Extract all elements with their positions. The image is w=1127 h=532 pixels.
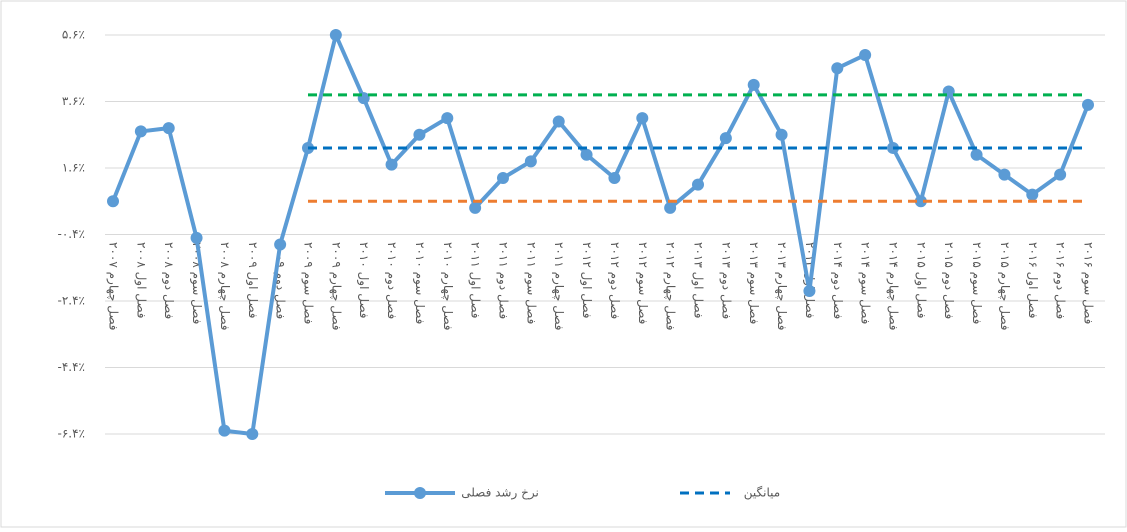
- point: [162, 122, 175, 135]
- x-tick-label: فصل اول ۲۰۱۳: [691, 242, 706, 319]
- series-line: [111, 28, 1090, 437]
- x-tick-label: فصل اول ۲۰۱۱: [468, 242, 483, 318]
- x-tick-label: فصل سوم ۲۰۱۳: [746, 242, 761, 324]
- x-tick-label: فصل چهارم ۲۰۱۵: [997, 242, 1012, 330]
- x-tick-label: فصل اول ۲۰۰۹: [245, 242, 260, 319]
- x-tick-label: فصل اول ۲۰۱۲: [579, 242, 594, 319]
- x-tick-label: فصل چهارم ۲۰۰۹: [328, 242, 343, 330]
- y-tick-label: -۰.۴٪: [58, 227, 85, 241]
- point: [413, 128, 426, 141]
- point: [859, 48, 872, 61]
- x-tick-label: فصل دوم ۲۰۱۳: [718, 242, 733, 319]
- y-tick-label: -۶.۴٪: [58, 427, 85, 441]
- point: [636, 112, 649, 125]
- x-tick-label: فصل دوم ۲۰۱۰: [384, 242, 399, 319]
- x-tick-label: فصل اول ۲۰۱۵: [913, 242, 928, 319]
- x-tick-label: فصل چهارم ۲۰۰۸: [217, 242, 232, 330]
- x-tick-label: فصل دوم ۲۰۱۲: [607, 242, 622, 319]
- y-tick-label: ۳.۶٪: [62, 94, 85, 108]
- x-tick-label: فصل سوم ۲۰۱۶: [1081, 242, 1096, 324]
- x-tick-label: فصل دوم ۲۰۱۱: [496, 242, 511, 319]
- point: [692, 178, 704, 191]
- point: [831, 62, 844, 75]
- y-tick-label: ۵.۶٪: [62, 28, 85, 42]
- point: [524, 155, 537, 168]
- point: [719, 132, 732, 145]
- y-tick-label: -۲.۴٪: [58, 294, 85, 308]
- point: [775, 128, 788, 141]
- point: [1026, 188, 1039, 201]
- x-tick-label: فصل اول ۲۰۱۰: [356, 242, 371, 319]
- x-tick-label: فصل چهارم ۲۰۱۴: [886, 242, 901, 330]
- x-tick-label: فصل سوم ۲۰۱۲: [635, 242, 650, 324]
- y-tick-label: ۱.۶٪: [62, 161, 85, 175]
- point: [107, 195, 119, 208]
- point: [914, 195, 927, 208]
- x-tick-label: فصل اول ۲۰۰۸: [133, 242, 148, 319]
- x-tick-label: فصل دوم ۲۰۱۶: [1053, 242, 1068, 319]
- x-tick-label: فصل سوم ۲۰۱۱: [523, 242, 538, 324]
- point: [1082, 98, 1094, 111]
- point: [134, 125, 147, 138]
- x-tick-label: فصل چهارم ۲۰۱۳: [774, 242, 789, 330]
- point: [580, 148, 593, 161]
- x-tick-label: فصل دوم ۲۰۱۵: [941, 242, 956, 319]
- point: [970, 148, 983, 161]
- point: [608, 171, 621, 184]
- x-tick-label: فصل دوم ۲۰۱۴: [830, 242, 845, 319]
- point: [998, 168, 1011, 181]
- x-tick-label: فصل چهارم ۲۰۱۰: [440, 242, 455, 330]
- point: [329, 29, 342, 41]
- x-tick-label: فصل سوم ۲۰۰۹: [301, 242, 316, 324]
- point: [218, 424, 231, 437]
- x-tick-label: فصل دوم ۲۰۰۸: [161, 242, 176, 319]
- x-tick-label: فصل سوم ۲۰۱۴: [858, 242, 873, 324]
- point: [552, 115, 565, 128]
- x-tick-label: فصل چهارم ۲۰۱۱: [551, 242, 566, 330]
- x-tick-label: فصل سوم ۲۰۱۰: [412, 242, 427, 324]
- point: [469, 201, 482, 214]
- point: [1054, 168, 1067, 181]
- point: [747, 78, 760, 91]
- x-tick-label: فصل چهارم ۲۰۰۷: [106, 242, 121, 330]
- point: [664, 201, 677, 214]
- point: [497, 171, 509, 184]
- legend-marker: [414, 487, 426, 499]
- point: [274, 238, 287, 251]
- x-tick-label: فصل اول ۲۰۱۶: [1025, 242, 1040, 319]
- y-tick-label: -۴.۴٪: [58, 360, 85, 374]
- legend-label: میانگین: [744, 486, 780, 501]
- legend-label: نرخ رشد فصلی: [461, 486, 539, 501]
- point: [441, 112, 454, 125]
- point: [190, 231, 203, 244]
- point: [803, 285, 816, 298]
- x-tick-label: فصل سوم ۲۰۱۵: [969, 242, 984, 324]
- x-tick-label: فصل چهارم ۲۰۱۲: [663, 242, 678, 330]
- point: [385, 158, 398, 171]
- point: [246, 428, 259, 440]
